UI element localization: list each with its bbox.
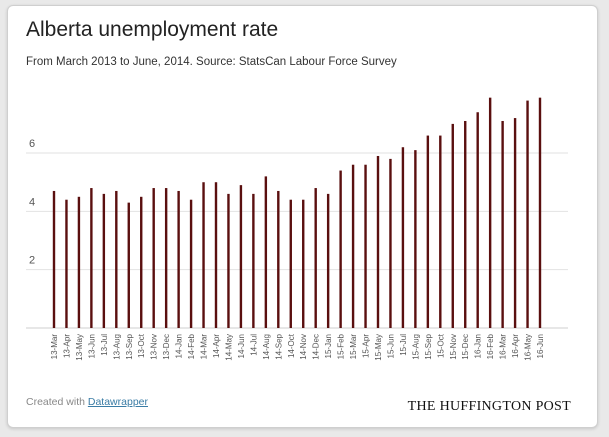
bar-14-Jul[interactable] <box>252 193 255 328</box>
credit-prefix: Created with <box>26 396 85 408</box>
x-tick-label: 14-Dec <box>312 334 321 360</box>
x-tick-label: 14-Apr <box>212 334 221 358</box>
x-tick-label: 13-Aug <box>112 334 121 360</box>
bar-16-Jun[interactable] <box>538 97 542 328</box>
bar-15-Sep[interactable] <box>426 135 430 328</box>
bar-14-Aug[interactable] <box>264 176 268 328</box>
bar-14-Feb[interactable] <box>189 199 193 328</box>
bar-14-Dec[interactable] <box>314 188 317 328</box>
x-tick-label: 14-Jan <box>175 334 184 358</box>
bar-13-Nov[interactable] <box>152 188 155 328</box>
x-tick-label: 16-Jan <box>474 334 483 358</box>
x-tick-label: 16-Mar <box>499 334 508 360</box>
x-tick-label: 13-May <box>75 334 84 361</box>
bar-15-Dec[interactable] <box>464 120 467 329</box>
bar-15-Aug[interactable] <box>414 150 417 328</box>
bar-15-Apr[interactable] <box>364 164 367 328</box>
chart-card: Alberta unemployment rate From March 201… <box>7 5 598 428</box>
x-tick-label: 15-Apr <box>362 334 371 358</box>
bar-13-Sep[interactable] <box>127 202 130 328</box>
x-tick-label: 16-Feb <box>486 333 495 359</box>
x-tick-label: 15-Oct <box>436 333 445 358</box>
bar-13-Mar[interactable] <box>52 190 56 328</box>
bar-14-May[interactable] <box>227 193 230 328</box>
bar-14-Apr[interactable] <box>214 182 218 328</box>
bar-14-Mar[interactable] <box>202 182 205 328</box>
bar-13-Oct[interactable] <box>140 196 143 328</box>
chart-subtitle: From March 2013 to June, 2014. Source: S… <box>26 56 397 68</box>
bar-15-Feb[interactable] <box>339 170 342 328</box>
bar-13-Aug[interactable] <box>115 190 118 328</box>
x-tick-label: 13-Jul <box>100 334 109 356</box>
credit-line: Created with Datawrapper <box>26 396 148 408</box>
x-tick-label: 15-Aug <box>411 334 420 360</box>
x-tick-label: 16-Jun <box>536 334 545 358</box>
bar-14-Sep[interactable] <box>277 190 280 328</box>
chart-title: Alberta unemployment rate <box>26 18 279 41</box>
bar-16-Feb[interactable] <box>488 97 492 328</box>
bar-14-Nov[interactable] <box>302 199 305 328</box>
x-tick-label: 14-May <box>224 334 233 361</box>
x-tick-label: 13-Dec <box>162 334 171 360</box>
bar-15-Mar[interactable] <box>351 164 355 328</box>
bar-15-Jan[interactable] <box>326 193 330 328</box>
x-tick-label: 15-Jul <box>399 334 408 356</box>
x-tick-label: 14-Mar <box>200 334 209 360</box>
bar-16-Apr[interactable] <box>513 118 517 328</box>
bar-16-Jan[interactable] <box>476 112 479 329</box>
bar-15-Jul[interactable] <box>401 147 405 328</box>
x-tick-label: 15-Jun <box>386 334 395 358</box>
x-tick-label: 15-Nov <box>449 334 458 360</box>
x-tick-label: 16-May <box>524 334 533 361</box>
bar-14-Oct[interactable] <box>289 199 292 328</box>
x-tick-label: 16-Apr <box>511 334 520 358</box>
x-tick-label: 13-Jun <box>87 334 96 358</box>
y-tick-label: 6 <box>29 138 35 150</box>
x-tick-label: 14-Sep <box>274 333 283 359</box>
x-tick-label: 13-Apr <box>62 334 71 358</box>
bar-16-Mar[interactable] <box>501 120 504 329</box>
bar-13-Dec[interactable] <box>164 188 168 328</box>
x-tick-label: 14-Aug <box>262 334 271 360</box>
bar-15-Oct[interactable] <box>439 135 442 328</box>
bar-chart: 2 4 6 13-Mar 13-Apr 13-May 13-Jun 13-Jul 13-Aug 1… <box>26 97 568 361</box>
x-tick-label: 13-Mar <box>50 334 59 360</box>
x-tick-label: 15-Mar <box>349 334 358 360</box>
bar-15-May[interactable] <box>376 155 380 328</box>
x-tick-label: 14-Jun <box>237 334 246 358</box>
huffington-post-logo: THE HUFFINGTON POST <box>407 399 571 414</box>
bar-14-Jun[interactable] <box>239 185 243 328</box>
x-tick-label: 14-Jul <box>249 334 258 356</box>
x-tick-label: 14-Oct <box>287 333 296 358</box>
x-tick-label: 13-Sep <box>125 333 134 359</box>
bar-13-Apr[interactable] <box>65 199 68 328</box>
y-tick-label: 2 <box>29 255 35 267</box>
bar-15-Jun[interactable] <box>389 158 392 328</box>
x-tick-label: 14-Feb <box>187 333 196 359</box>
y-tick-label: 4 <box>29 196 35 208</box>
x-tick-label: 15-Sep <box>424 333 433 359</box>
bar-16-May[interactable] <box>526 100 529 328</box>
x-tick-label: 13-Nov <box>150 334 159 360</box>
bar-13-Jul[interactable] <box>102 193 106 328</box>
x-tick-label: 15-May <box>374 334 383 361</box>
x-tick-label: 13-Oct <box>137 333 146 358</box>
bar-14-Jan[interactable] <box>177 190 180 328</box>
datawrapper-link[interactable]: Datawrapper <box>87 396 148 408</box>
x-tick-label: 15-Jan <box>324 334 333 358</box>
x-tick-label: 14-Nov <box>299 334 308 360</box>
x-tick-label: 15-Feb <box>337 333 346 359</box>
x-tick-label: 15-Dec <box>461 334 470 360</box>
bar-15-Nov[interactable] <box>451 123 454 329</box>
bar-13-Jun[interactable] <box>90 188 93 328</box>
bar-13-May[interactable] <box>77 196 81 328</box>
